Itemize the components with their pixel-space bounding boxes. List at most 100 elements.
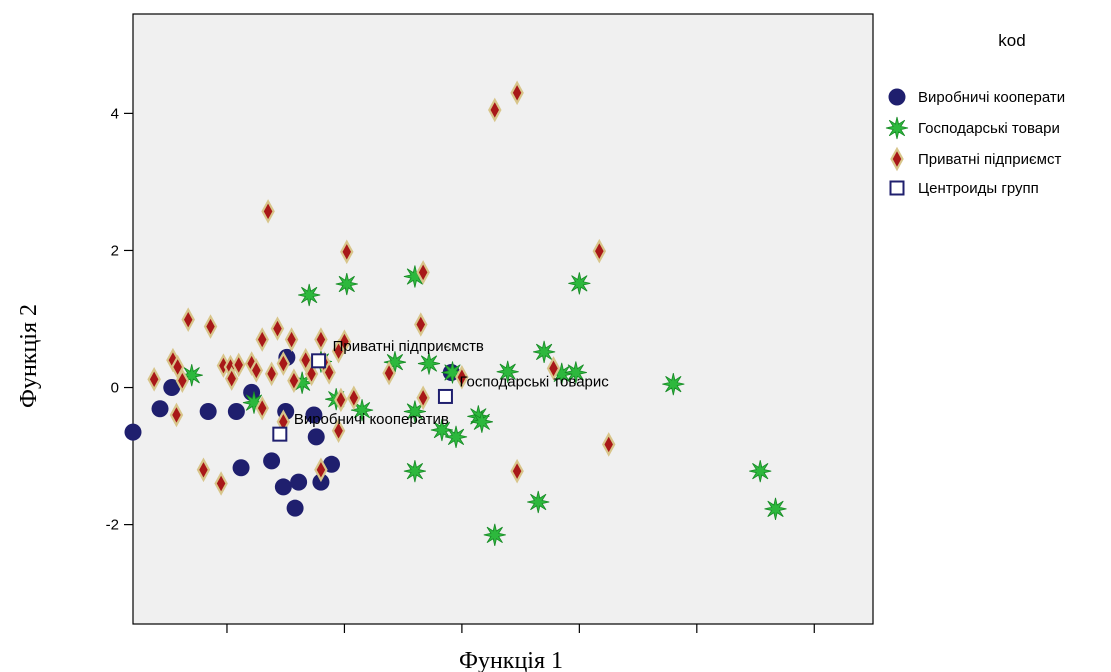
data-marks [124, 80, 787, 546]
data-point [203, 314, 218, 339]
data-point [414, 312, 428, 337]
centroid-point [272, 426, 288, 442]
data-point [255, 395, 269, 421]
data-point [764, 497, 787, 520]
series-square [272, 353, 453, 442]
data-point [231, 352, 246, 378]
legend-marker [889, 180, 905, 196]
data-point [199, 403, 217, 421]
data-point [337, 329, 352, 354]
centroid-label: Виробничі кооператив [294, 411, 449, 428]
data-point [546, 356, 561, 381]
data-point [322, 360, 336, 385]
axes: -2 0 2 4 [106, 105, 815, 633]
data-point [323, 455, 341, 473]
data-point [340, 239, 354, 265]
data-point [276, 351, 291, 376]
y-tick-label: -2 [106, 517, 119, 534]
x-axis-title: Функція 1 [459, 648, 563, 672]
data-point [270, 316, 285, 341]
data-point [314, 457, 328, 483]
data-point [163, 379, 181, 397]
data-point [662, 373, 685, 396]
data-point [564, 361, 587, 384]
data-point [175, 368, 190, 393]
data-point [483, 523, 506, 546]
centroid-label: Господарські товарис [459, 373, 609, 390]
y-tick-label: 4 [111, 105, 119, 122]
data-point [151, 400, 169, 418]
legend-marker [885, 116, 909, 140]
data-point [304, 361, 319, 387]
series-circle [124, 348, 460, 517]
legend-label: Центроиды групп [918, 180, 1039, 197]
data-point [510, 80, 524, 106]
series-diamond [147, 80, 616, 496]
legend-label: Приватні підприємст [918, 151, 1061, 168]
data-point [510, 458, 524, 484]
legend-marker [888, 88, 906, 106]
data-point [249, 358, 264, 383]
data-point [312, 473, 330, 491]
legend: kod Виробничі кооперати Господарські това… [885, 31, 1065, 197]
data-point [314, 327, 328, 352]
data-point [214, 471, 228, 496]
data-point [335, 272, 358, 296]
data-point [298, 283, 321, 307]
centroid-point [311, 353, 327, 369]
data-point [430, 418, 454, 442]
data-point [147, 367, 161, 392]
data-point [261, 199, 275, 224]
legend-marker [890, 146, 904, 172]
data-point [227, 403, 245, 421]
centroid-labels: Виробничі кооператив Приватні підприємств… [294, 338, 609, 428]
data-point [403, 460, 426, 483]
data-point [347, 385, 361, 411]
data-point [331, 418, 346, 444]
data-point [403, 400, 426, 423]
data-point [470, 410, 493, 433]
data-point [224, 366, 239, 391]
data-point [298, 347, 313, 373]
data-point [592, 238, 607, 264]
data-point [287, 368, 301, 393]
data-point [416, 385, 430, 411]
y-axis-title: Функція 2 [16, 304, 42, 408]
data-point [568, 272, 591, 295]
data-point [488, 97, 502, 123]
data-point [284, 327, 299, 352]
data-point [305, 406, 323, 424]
data-point [334, 387, 348, 413]
data-point [290, 473, 308, 491]
data-point [263, 452, 281, 470]
y-tick-label: 0 [111, 380, 119, 397]
centroid-label: Приватні підприємств [333, 338, 484, 355]
data-point [527, 490, 550, 514]
legend-label: Виробничі кооперати [918, 89, 1065, 106]
data-point [264, 361, 279, 387]
data-point [274, 478, 292, 496]
data-point [601, 432, 616, 457]
data-point [417, 352, 441, 375]
data-point [169, 402, 184, 428]
data-point [196, 457, 211, 483]
centroid-point [437, 388, 453, 404]
data-point [255, 327, 269, 352]
data-point [286, 499, 304, 517]
legend-label: Господарські товари [918, 120, 1060, 137]
plot-area [132, 13, 874, 625]
data-point [455, 364, 469, 390]
y-tick-label: 2 [111, 242, 119, 259]
data-point [496, 360, 519, 383]
data-point [749, 460, 772, 483]
data-point [181, 307, 195, 332]
data-point [307, 428, 325, 446]
data-point [382, 360, 396, 386]
data-point [444, 425, 468, 448]
data-point [416, 260, 430, 285]
data-point [533, 340, 556, 363]
data-point [124, 423, 142, 441]
legend-title: kod [998, 31, 1025, 50]
data-point [232, 459, 250, 477]
